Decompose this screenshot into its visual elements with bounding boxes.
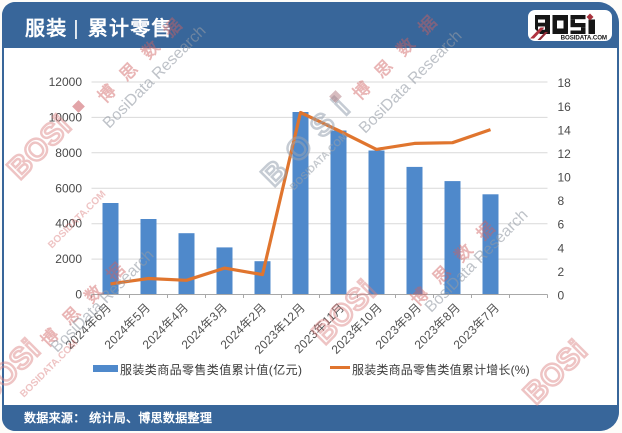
- svg-text:2: 2: [558, 265, 565, 279]
- svg-text:8: 8: [558, 194, 565, 208]
- svg-text:BOSIDATA.COM: BOSIDATA.COM: [561, 35, 607, 42]
- svg-text:4: 4: [558, 241, 565, 255]
- svg-text:2000: 2000: [55, 252, 82, 266]
- svg-text:18: 18: [558, 76, 572, 90]
- svg-text:10: 10: [558, 171, 572, 185]
- svg-text:6: 6: [558, 218, 565, 232]
- svg-text:8000: 8000: [55, 146, 82, 160]
- svg-text:0: 0: [558, 289, 565, 303]
- svg-text:6000: 6000: [55, 181, 82, 195]
- svg-text:12: 12: [558, 147, 572, 161]
- svg-text:10000: 10000: [49, 110, 83, 124]
- svg-text:14: 14: [558, 123, 572, 137]
- svg-text:4000: 4000: [55, 217, 82, 231]
- svg-text:16: 16: [558, 100, 572, 114]
- svg-text:12000: 12000: [49, 75, 83, 89]
- svg-text:0: 0: [75, 288, 82, 302]
